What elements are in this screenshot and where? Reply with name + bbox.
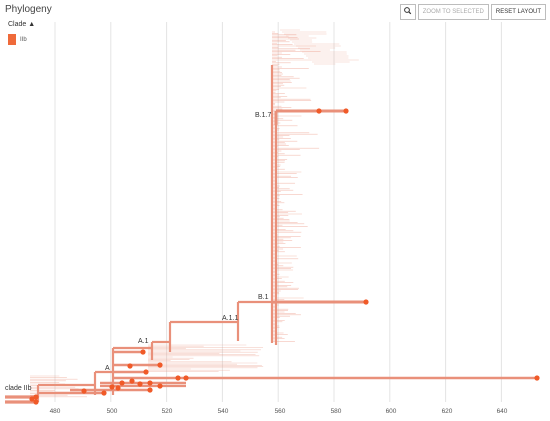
tip-marker[interactable]: [115, 385, 121, 391]
clade-label-a1: A.1: [138, 338, 149, 345]
tip-marker[interactable]: [316, 108, 322, 114]
tip-marker[interactable]: [140, 349, 146, 355]
zoom-to-selected-button[interactable]: ZOOM TO SELECTED: [417, 4, 489, 20]
chevron-up-icon: ▲: [28, 21, 36, 28]
tip-marker[interactable]: [157, 383, 163, 389]
tree-tips[interactable]: [29, 108, 540, 405]
legend-title[interactable]: Clade ▲: [8, 21, 35, 28]
clade-labels: clade IIb A A.1 A.1.1 B.1 B.1.7: [5, 112, 271, 392]
tick-label: 480: [50, 408, 61, 415]
tick-label: 500: [107, 408, 118, 415]
tick-label: 600: [386, 408, 397, 415]
tip-marker[interactable]: [534, 375, 540, 381]
magnifier-icon: [404, 7, 412, 15]
grid-lines: [54, 22, 502, 402]
tip-marker[interactable]: [175, 375, 181, 381]
legend-title-label: Clade: [8, 21, 27, 28]
tick-label: 580: [331, 408, 342, 415]
toolbar: ZOOM TO SELECTED RESET LAYOUT: [399, 4, 546, 20]
tree-branches: [5, 29, 537, 404]
tip-marker[interactable]: [109, 384, 115, 390]
tip-marker[interactable]: [129, 378, 135, 384]
tip-marker[interactable]: [147, 387, 153, 393]
tip-marker[interactable]: [143, 369, 149, 375]
tip-marker[interactable]: [29, 396, 35, 402]
legend-item-iib[interactable]: IIb: [8, 34, 27, 45]
tip-marker[interactable]: [137, 381, 143, 387]
tick-label: 520: [162, 408, 173, 415]
tip-marker[interactable]: [147, 380, 153, 386]
tip-marker[interactable]: [33, 399, 39, 405]
legend-item-label: IIb: [20, 36, 27, 43]
x-axis: 480 500 520 540 560 580 600 620 640: [50, 408, 508, 415]
panel-title: Phylogeny: [5, 4, 52, 15]
tip-marker[interactable]: [343, 108, 349, 114]
clade-label-a11: A.1.1: [222, 315, 238, 322]
tick-label: 620: [442, 408, 453, 415]
tick-label: 640: [497, 408, 508, 415]
clade-label-b1: B.1: [258, 294, 269, 301]
tick-label: 540: [218, 408, 229, 415]
tip-marker[interactable]: [157, 362, 163, 368]
legend-swatch: [8, 34, 16, 45]
reset-layout-button[interactable]: RESET LAYOUT: [490, 4, 546, 20]
tip-marker[interactable]: [183, 375, 189, 381]
tip-marker[interactable]: [81, 388, 87, 394]
tip-marker[interactable]: [101, 390, 107, 396]
tip-marker[interactable]: [119, 380, 125, 386]
tip-marker[interactable]: [127, 363, 133, 369]
tip-marker[interactable]: [33, 394, 39, 400]
clade-label-a: A: [105, 365, 110, 372]
zoom-button[interactable]: [399, 4, 416, 20]
tip-marker[interactable]: [363, 299, 369, 305]
tick-label: 560: [275, 408, 286, 415]
clade-label-b17: B.1.7: [255, 112, 271, 119]
clade-label-iib: clade IIb: [5, 385, 32, 392]
